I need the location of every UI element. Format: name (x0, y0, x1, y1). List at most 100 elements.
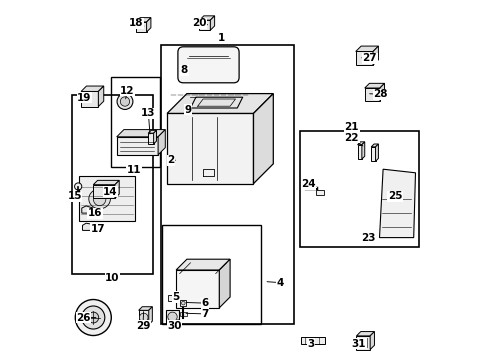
Polygon shape (82, 223, 99, 230)
Circle shape (139, 313, 148, 322)
Polygon shape (357, 142, 364, 145)
Text: 10: 10 (105, 273, 120, 283)
Polygon shape (369, 332, 374, 350)
Bar (363, 234, 373, 242)
Bar (93, 185, 115, 198)
Bar (364, 338, 366, 347)
Polygon shape (148, 307, 152, 325)
Bar (139, 310, 148, 325)
Text: 18: 18 (128, 18, 142, 28)
Text: 5: 5 (172, 292, 180, 302)
Bar (180, 300, 186, 306)
Text: 21: 21 (344, 122, 358, 132)
Circle shape (181, 301, 185, 305)
Polygon shape (81, 206, 93, 213)
Bar (301, 337, 324, 344)
Text: 20: 20 (192, 18, 206, 28)
Polygon shape (219, 259, 230, 308)
Polygon shape (372, 46, 378, 65)
Bar (165, 310, 179, 324)
Text: 14: 14 (103, 186, 118, 197)
Bar (81, 91, 98, 107)
Circle shape (75, 300, 111, 336)
Text: 17: 17 (90, 224, 105, 234)
Text: 27: 27 (362, 53, 376, 63)
Circle shape (120, 97, 129, 106)
Text: 1: 1 (217, 33, 224, 43)
Text: 30: 30 (167, 321, 181, 331)
Bar (355, 51, 372, 65)
Text: 23: 23 (360, 233, 374, 243)
Polygon shape (199, 16, 214, 20)
Ellipse shape (93, 192, 106, 206)
Bar (361, 338, 363, 347)
Polygon shape (375, 144, 378, 161)
Text: 4: 4 (276, 278, 283, 288)
Circle shape (167, 312, 177, 321)
Polygon shape (361, 142, 364, 159)
Bar (111, 77, 160, 167)
Bar (79, 176, 134, 221)
Bar (136, 22, 146, 32)
Text: 2: 2 (167, 155, 174, 165)
Polygon shape (136, 18, 151, 22)
Text: 11: 11 (126, 165, 141, 175)
Bar (148, 133, 153, 144)
Polygon shape (93, 180, 119, 185)
Circle shape (117, 94, 133, 109)
Text: 9: 9 (184, 105, 191, 115)
Circle shape (81, 306, 104, 329)
Text: 24: 24 (301, 179, 315, 189)
Text: 19: 19 (77, 93, 91, 103)
Bar (180, 312, 186, 316)
Polygon shape (370, 144, 378, 147)
Polygon shape (146, 18, 151, 32)
Bar (316, 190, 324, 195)
Polygon shape (139, 307, 152, 310)
Bar (370, 147, 375, 161)
Bar (199, 20, 210, 30)
Bar (72, 95, 152, 274)
Circle shape (75, 183, 81, 190)
Polygon shape (81, 86, 103, 91)
Bar (168, 295, 174, 301)
Polygon shape (379, 84, 384, 100)
Circle shape (88, 312, 99, 323)
Bar (167, 113, 253, 184)
Bar (356, 336, 369, 350)
Text: 22: 22 (344, 132, 358, 143)
Bar (357, 338, 359, 347)
Text: 15: 15 (67, 191, 81, 201)
Text: 26: 26 (76, 312, 91, 323)
Text: 12: 12 (120, 86, 135, 96)
Polygon shape (98, 86, 103, 107)
Polygon shape (356, 332, 374, 336)
FancyBboxPatch shape (178, 47, 239, 83)
Text: 25: 25 (387, 191, 402, 201)
Text: 29: 29 (136, 321, 150, 331)
Bar (117, 137, 158, 155)
Text: 16: 16 (88, 208, 102, 218)
Polygon shape (176, 259, 230, 270)
Polygon shape (117, 130, 165, 137)
Polygon shape (148, 130, 156, 133)
Polygon shape (355, 46, 378, 51)
Polygon shape (210, 16, 214, 30)
Polygon shape (158, 130, 165, 155)
Text: 6: 6 (201, 298, 208, 308)
Text: 8: 8 (181, 65, 187, 75)
Text: 31: 31 (351, 339, 366, 349)
Bar (161, 45, 294, 324)
Polygon shape (379, 169, 415, 238)
Text: 7: 7 (201, 309, 208, 319)
Bar (162, 225, 261, 324)
Bar (300, 131, 418, 247)
Text: 3: 3 (307, 339, 314, 349)
Polygon shape (115, 180, 119, 198)
Polygon shape (364, 84, 384, 88)
Polygon shape (153, 130, 156, 144)
Text: 13: 13 (141, 108, 155, 118)
Text: 28: 28 (372, 89, 387, 99)
Ellipse shape (89, 189, 110, 209)
Bar (357, 145, 361, 159)
